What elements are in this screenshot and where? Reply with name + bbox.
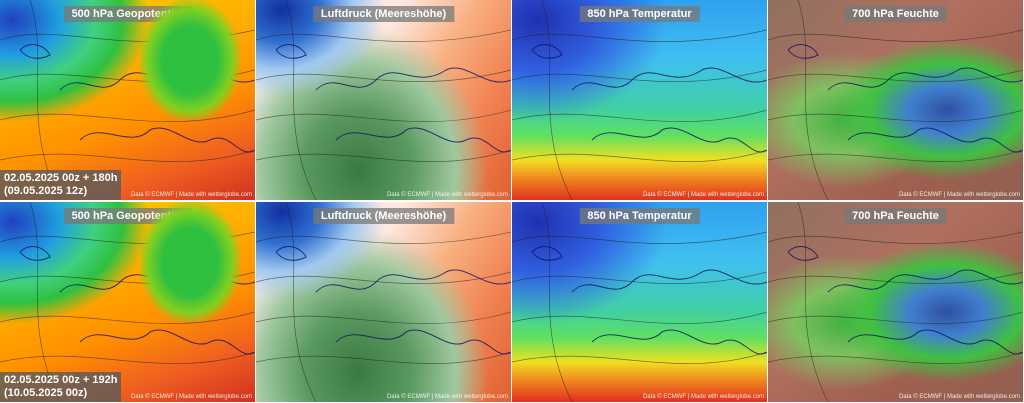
- contour-lines: [256, 202, 511, 402]
- contour-lines: [256, 0, 511, 200]
- credit: Data © ECMWF | Made with wetterglobe.com: [642, 192, 764, 198]
- weather-map: Luftdruck (Meereshöhe) Data © ECMWF | Mad…: [256, 0, 511, 200]
- valid-time: (10.05.2025 00z): [4, 387, 88, 399]
- weather-map: 700 hPa Feuchte Data © ECMWF | Made with …: [768, 0, 1023, 200]
- credit: Data © ECMWF | Made with wetterglobe.com: [130, 394, 252, 400]
- credit: Data © ECMWF | Made with wetterglobe.com: [386, 192, 508, 198]
- credit: Data © ECMWF | Made with wetterglobe.com: [898, 192, 1020, 198]
- credit: Data © ECMWF | Made with wetterglobe.com: [642, 394, 764, 400]
- map-title: 850 hPa Temperatur: [579, 6, 700, 22]
- weather-map: Luftdruck (Meereshöhe) Data © ECMWF | Mad…: [256, 202, 511, 402]
- map-title: 500 hPa Geopotential: [63, 208, 192, 224]
- weather-map: 850 hPa Temperatur Data © ECMWF | Made wi…: [512, 0, 767, 200]
- weather-map: 700 hPa Feuchte Data © ECMWF | Made with …: [768, 202, 1023, 402]
- contour-lines: [768, 202, 1023, 402]
- run-time: 02.05.2025 00z + 192h: [4, 374, 118, 386]
- contour-lines: [768, 0, 1023, 200]
- map-title: Luftdruck (Meereshöhe): [312, 208, 455, 224]
- run-time: 02.05.2025 00z + 180h: [4, 172, 118, 184]
- map-title: 500 hPa Geopotential: [63, 6, 192, 22]
- valid-time: (09.05.2025 12z): [4, 185, 88, 197]
- map-title: Luftdruck (Meereshöhe): [312, 6, 455, 22]
- credit: Data © ECMWF | Made with wetterglobe.com: [386, 394, 508, 400]
- weather-map: 850 hPa Temperatur Data © ECMWF | Made wi…: [512, 202, 767, 402]
- contour-lines: [512, 202, 767, 402]
- forecast-time: 02.05.2025 00z + 180h (09.05.2025 12z): [0, 170, 122, 200]
- credit: Data © ECMWF | Made with wetterglobe.com: [130, 192, 252, 198]
- credit: Data © ECMWF | Made with wetterglobe.com: [898, 394, 1020, 400]
- forecast-time: 02.05.2025 00z + 192h (10.05.2025 00z): [0, 372, 122, 402]
- contour-lines: [512, 0, 767, 200]
- weather-map: 500 hPa Geopotential Data © ECMWF | Made …: [0, 0, 255, 200]
- map-title: 700 hPa Feuchte: [844, 6, 947, 22]
- map-title: 700 hPa Feuchte: [844, 208, 947, 224]
- weather-map: 500 hPa Geopotential Data © ECMWF | Made …: [0, 202, 255, 402]
- map-title: 850 hPa Temperatur: [579, 208, 700, 224]
